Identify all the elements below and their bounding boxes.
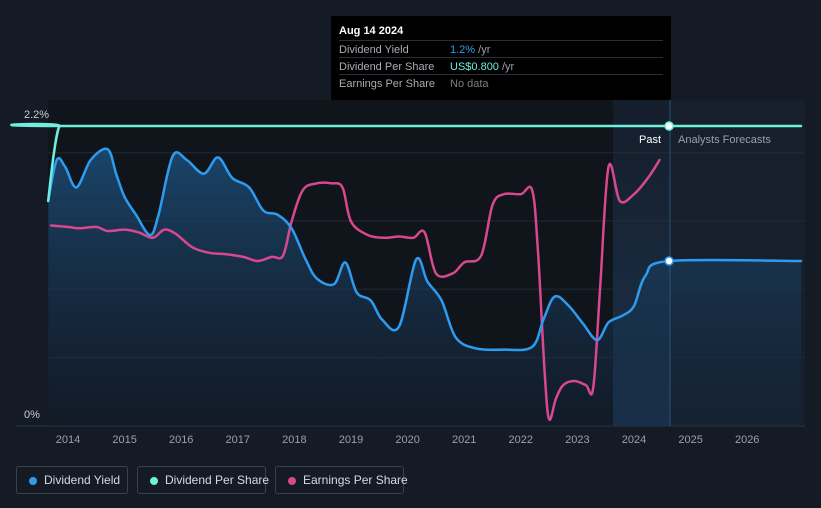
past-label: Past [639, 134, 661, 146]
x-tick-label: 2016 [169, 434, 193, 446]
tooltip-label: Dividend Yield [339, 44, 409, 56]
y-tick-label: 0% [24, 409, 40, 421]
x-tick-label: 2014 [56, 434, 80, 446]
legend-dividend-yield[interactable]: Dividend Yield [16, 466, 128, 494]
legend-earnings-per-share[interactable]: Earnings Per Share [275, 466, 408, 494]
x-tick-label: 2023 [565, 434, 589, 446]
legend-dividend-per-share[interactable]: Dividend Per Share [137, 466, 270, 494]
legend-dot-icon [29, 477, 37, 485]
tooltip: Aug 14 2024 Dividend Yield 1.2% /yr Divi… [331, 16, 671, 100]
tooltip-value: No data [450, 78, 489, 90]
x-tick-label: 2026 [735, 434, 759, 446]
x-tick-label: 2018 [282, 434, 306, 446]
x-tick-label: 2021 [452, 434, 476, 446]
dividend-per-share-line [10, 122, 803, 203]
tooltip-row-dividend-per-share: Dividend Per Share US$0.800 /yr [339, 57, 663, 75]
dividend-yield-line [46, 147, 803, 352]
legend-dot-icon [288, 477, 296, 485]
tooltip-value: 1.2% [450, 44, 476, 56]
dividend-yield-marker [664, 256, 674, 266]
x-tick-label: 2025 [678, 434, 702, 446]
x-tick-label: 2022 [509, 434, 533, 446]
tooltip-label: Dividend Per Share [339, 61, 435, 73]
earnings-per-share-line [49, 158, 661, 422]
x-tick-label: 2024 [622, 434, 646, 446]
dividend-yield-area [48, 148, 801, 426]
legend-label: Dividend Per Share [165, 473, 270, 487]
tooltip-row-dividend-yield: Dividend Yield 1.2% /yr [339, 40, 663, 58]
x-tick-label: 2017 [226, 434, 250, 446]
x-tick-label: 2019 [339, 434, 363, 446]
tooltip-value: US$0.800 [450, 61, 499, 73]
tooltip-row-earnings-per-share: Earnings Per Share No data [339, 74, 663, 92]
tooltip-label: Earnings Per Share [339, 78, 435, 90]
tooltip-date: Aug 14 2024 [339, 25, 404, 37]
x-tick-label: 2020 [395, 434, 419, 446]
tooltip-unit: /yr [498, 61, 515, 73]
legend-dot-icon [150, 477, 158, 485]
dividend-per-share-marker [664, 121, 674, 131]
tooltip-unit: /yr [475, 44, 491, 56]
legend-label: Dividend Yield [44, 473, 121, 487]
forecast-label: Analysts Forecasts [678, 134, 771, 146]
y-tick-label: 2.2% [24, 109, 49, 121]
x-tick-label: 2015 [112, 434, 136, 446]
legend-label: Earnings Per Share [303, 473, 408, 487]
